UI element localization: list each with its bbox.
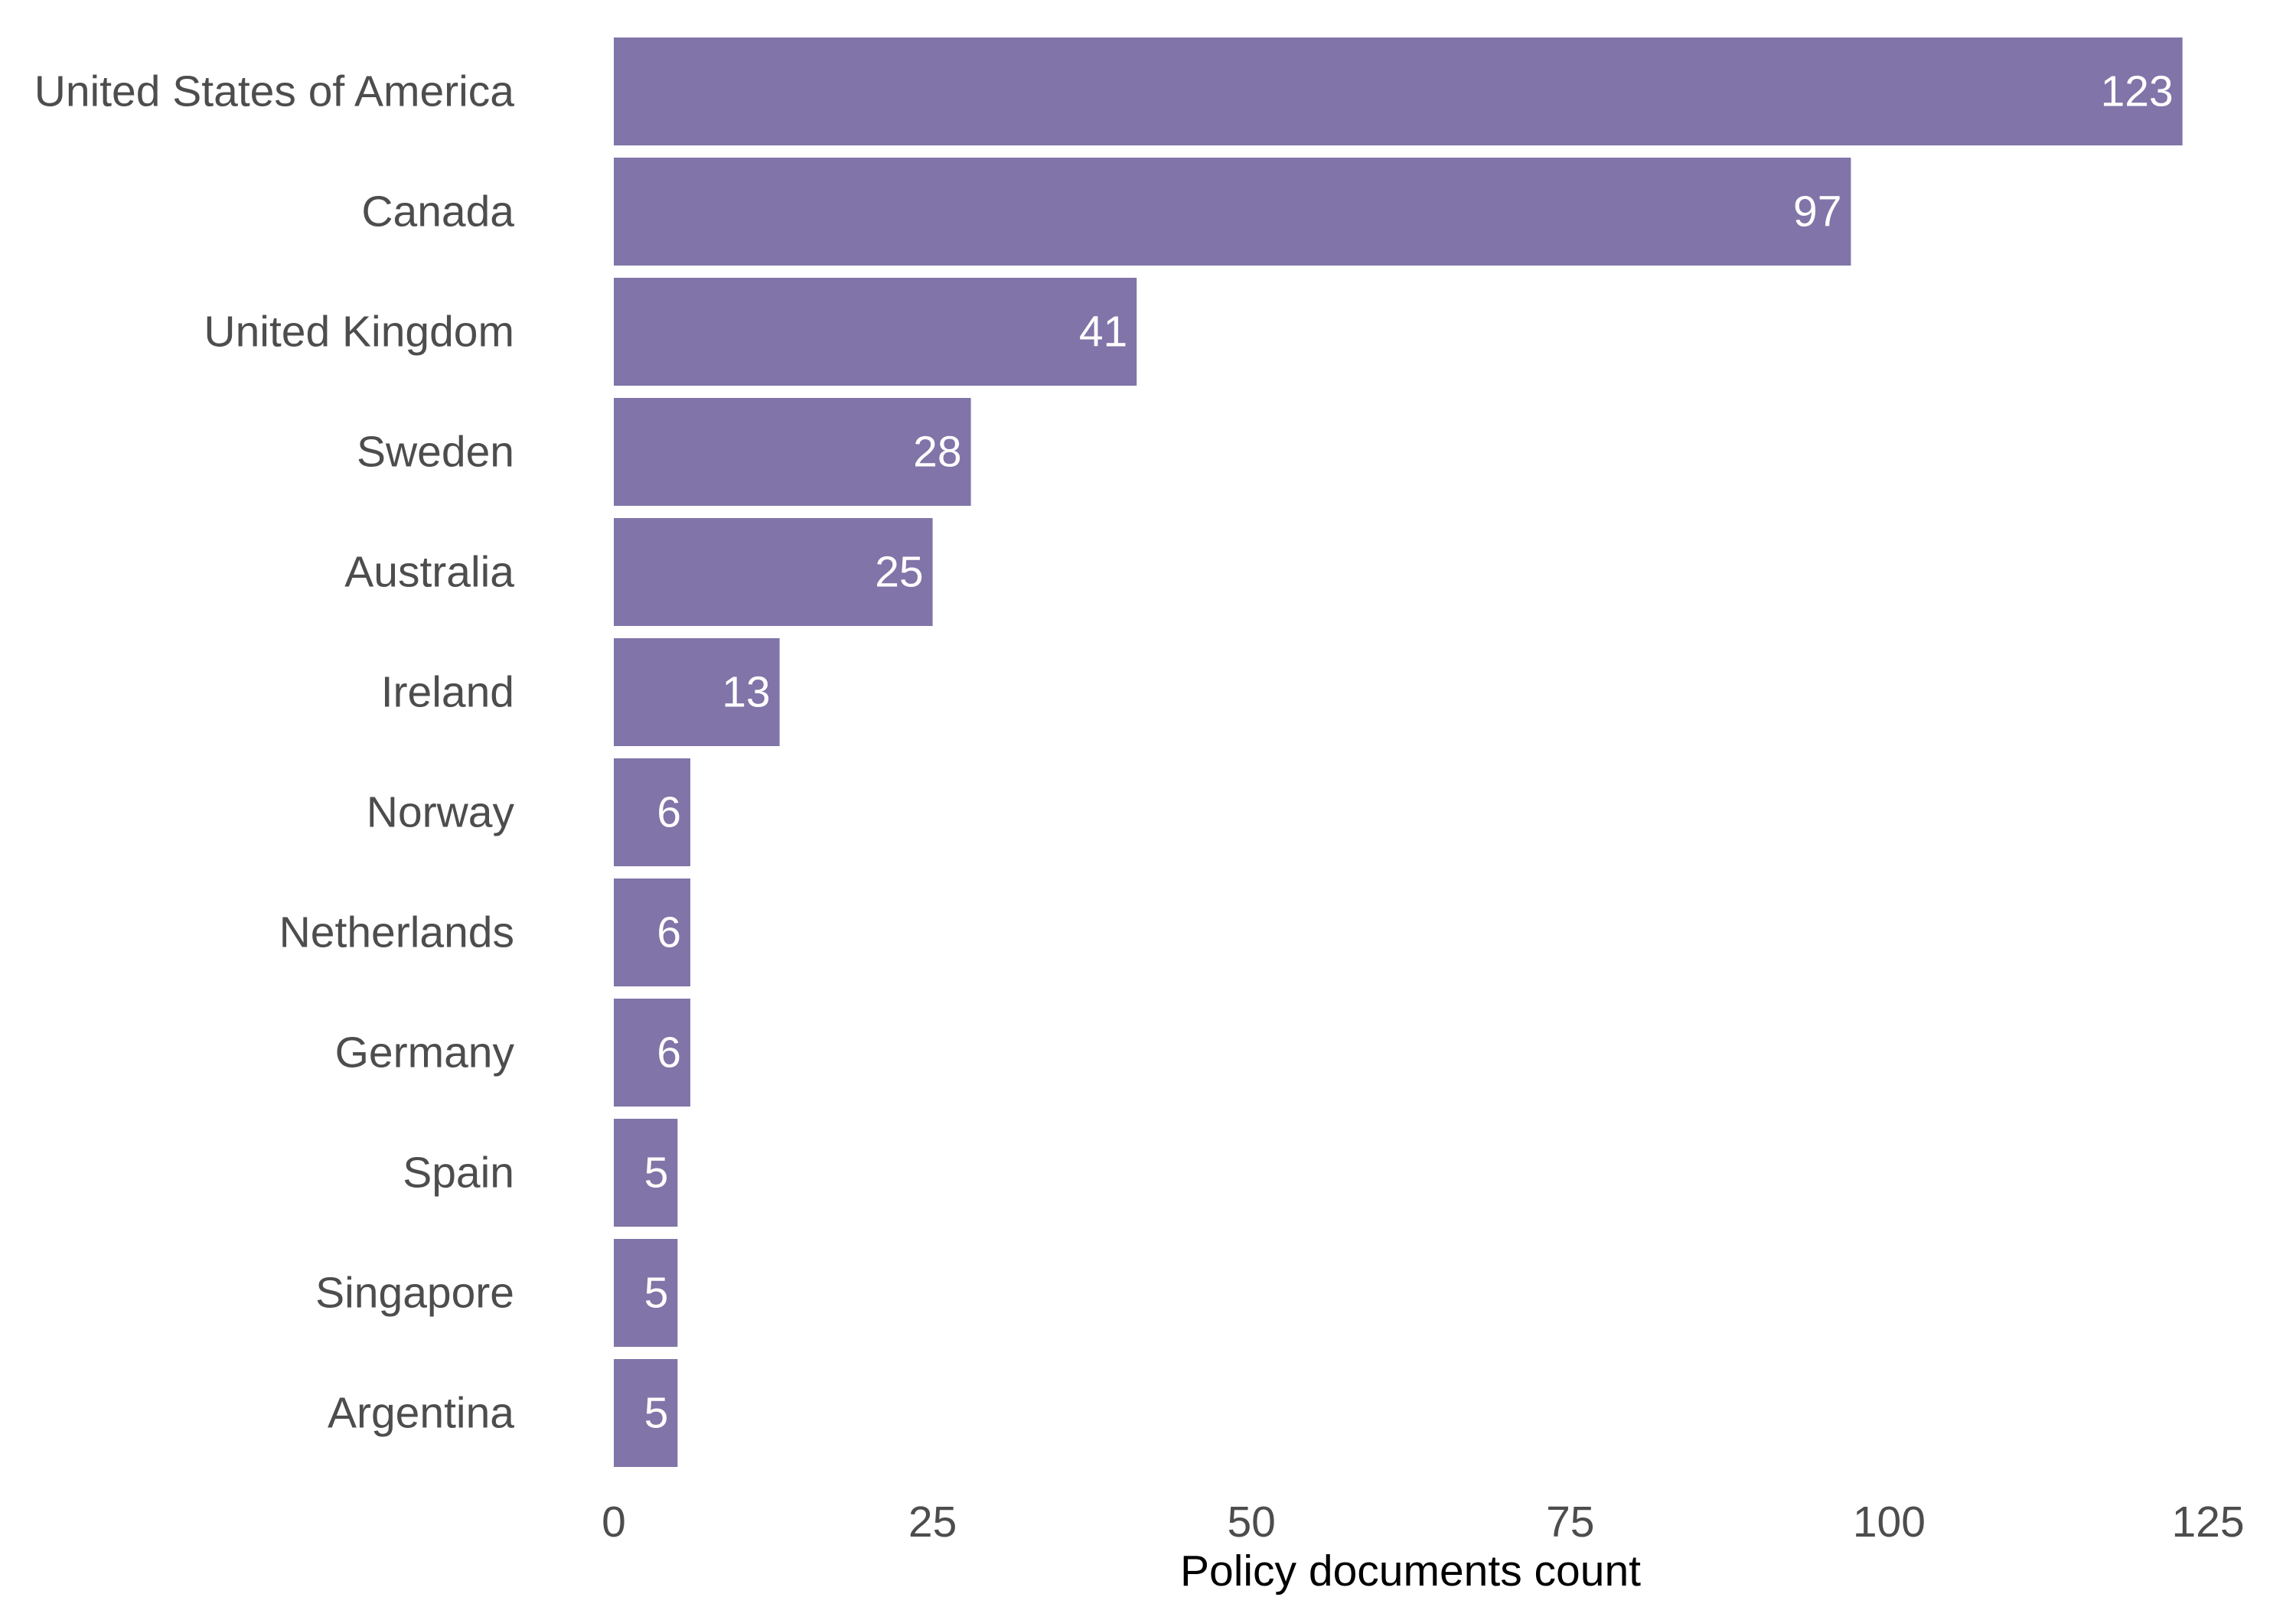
bar-value-label: 6: [657, 908, 681, 957]
bar-value-label: 13: [722, 668, 770, 717]
category-label: Australia: [344, 548, 514, 597]
category-label: Ireland: [381, 668, 514, 717]
bar: [614, 638, 780, 746]
category-labels: United States of America Canada United Kin…: [34, 67, 515, 1438]
category-label: Spain: [403, 1149, 514, 1198]
category-label: Canada: [361, 187, 514, 236]
bar: [614, 518, 933, 626]
bar-value-label: 6: [657, 788, 681, 837]
bar-value-label: 97: [1793, 187, 1841, 236]
category-label: Germany: [335, 1028, 515, 1077]
bar: [614, 37, 2183, 145]
x-tick-label: 125: [2171, 1498, 2244, 1547]
category-label: United States of America: [34, 67, 515, 116]
bar-value-label: 28: [913, 428, 961, 477]
bar: [614, 999, 690, 1107]
x-axis-ticks: 0 25 50 75 100 125: [602, 1498, 2244, 1547]
bar-value-label: 5: [644, 1389, 669, 1438]
bar-value-label: 25: [875, 548, 923, 597]
bar-value-label: 41: [1079, 308, 1127, 357]
x-tick-label: 50: [1227, 1498, 1275, 1547]
bar: [614, 878, 690, 986]
bar: [614, 1119, 678, 1227]
category-label: United Kingdom: [204, 308, 514, 357]
bar: [614, 1239, 678, 1347]
bar: [614, 158, 1851, 266]
x-tick-label: 75: [1546, 1498, 1594, 1547]
category-label: Sweden: [357, 428, 514, 477]
bar-value-label: 6: [657, 1028, 681, 1077]
x-tick-label: 0: [602, 1498, 626, 1547]
bar-value-label: 5: [644, 1269, 669, 1318]
bar-value-label: 5: [644, 1149, 669, 1198]
x-axis-title: Policy documents count: [1180, 1547, 1641, 1596]
category-label: Singapore: [315, 1269, 514, 1318]
bar: [614, 1359, 678, 1467]
category-label: Norway: [367, 788, 515, 837]
x-tick-label: 25: [908, 1498, 957, 1547]
bar-value-label: 123: [2101, 67, 2174, 116]
category-label: Argentina: [328, 1389, 514, 1438]
bars: 123 97 41 28 25 13 6 6 6 5 5 5: [614, 37, 2183, 1467]
bar: [614, 398, 971, 506]
category-label: Netherlands: [279, 908, 514, 957]
bar: [614, 278, 1137, 386]
x-tick-label: 100: [1853, 1498, 1926, 1547]
bar: [614, 758, 690, 866]
